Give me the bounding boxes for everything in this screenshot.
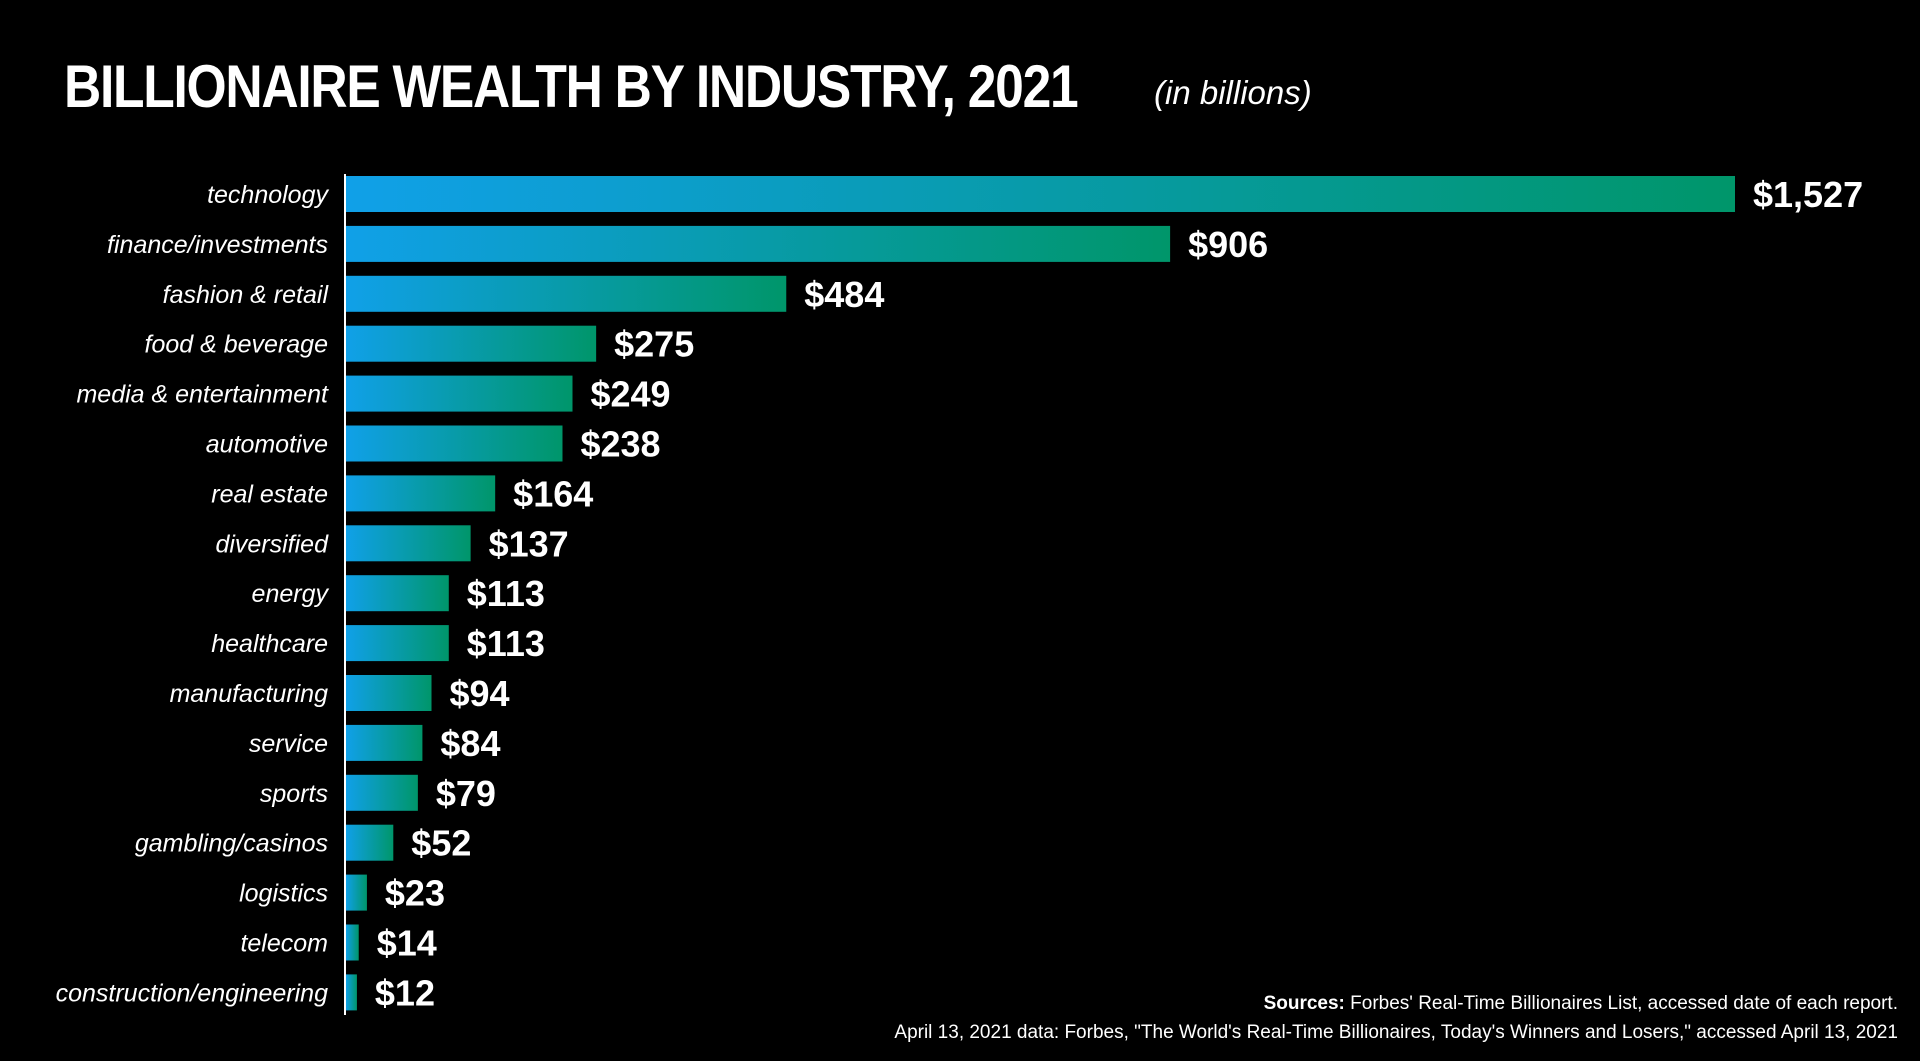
chart-title: BILLIONAIRE WEALTH BY INDUSTRY, 2021: [64, 53, 1079, 120]
category-label: telecom: [240, 930, 328, 958]
bars-group: [346, 176, 1735, 1011]
bar-gambling-casinos: [346, 824, 394, 861]
value-label: $164: [513, 473, 593, 514]
category-label: healthcare: [211, 630, 328, 658]
category-label: construction/engineering: [56, 979, 328, 1007]
value-label: $79: [436, 773, 496, 814]
value-label: $906: [1188, 224, 1268, 265]
bar-healthcare: [346, 625, 449, 662]
category-label: technology: [207, 181, 329, 209]
value-label: $84: [440, 723, 500, 764]
value-label: $484: [804, 274, 884, 315]
title-block: BILLIONAIRE WEALTH BY INDUSTRY, 2021 (in…: [64, 52, 1312, 121]
value-label: $113: [467, 573, 545, 614]
chart-subtitle: (in billions): [1154, 74, 1312, 111]
bar-telecom: [346, 924, 359, 961]
category-label: logistics: [239, 880, 328, 908]
bar-finance-investments: [346, 225, 1171, 262]
value-label: $94: [450, 673, 510, 714]
category-label: finance/investments: [107, 231, 328, 259]
value-label: $238: [580, 424, 660, 465]
value-label: $12: [375, 972, 435, 1013]
bar-real-estate: [346, 475, 496, 512]
bar-automotive: [346, 425, 563, 462]
category-label: gambling/casinos: [135, 830, 328, 858]
category-label: energy: [252, 580, 330, 608]
category-label: diversified: [215, 530, 329, 558]
value-label: $275: [614, 324, 694, 365]
bar-service: [346, 724, 423, 761]
value-label: $113: [467, 623, 545, 664]
bar-manufacturing: [346, 675, 432, 711]
category-labels: technology finance/investments fashion & r…: [56, 181, 330, 1007]
bar-sports: [346, 774, 418, 811]
category-label: service: [249, 730, 328, 758]
sources-label: Sources:: [1263, 993, 1345, 1014]
category-label: manufacturing: [170, 680, 329, 708]
category-label: food & beverage: [145, 331, 328, 359]
bar-fashion-retail: [346, 275, 787, 312]
bar-food-beverage: [346, 325, 597, 362]
value-labels: $1,527 $906 $484 $275 $249 $238 $164 $137 $113 $1…: [375, 174, 1863, 1013]
value-label: $1,527: [1753, 174, 1863, 215]
footer-sources: Sources: Forbes' Real-Time Billionaires …: [894, 989, 1898, 1047]
bar-energy: [346, 575, 449, 612]
bar-technology: [346, 176, 1735, 212]
sources-line: Sources: Forbes' Real-Time Billionaires …: [894, 989, 1898, 1018]
value-label: $137: [489, 523, 569, 564]
value-label: $23: [385, 873, 445, 914]
category-label: real estate: [211, 480, 328, 508]
value-label: $249: [590, 374, 670, 415]
value-label: $14: [377, 923, 437, 964]
bar-construction-engineering: [346, 974, 357, 1011]
bar-media-entertainment: [346, 375, 573, 412]
category-label: automotive: [206, 431, 328, 459]
value-label: $52: [411, 823, 471, 864]
category-label: fashion & retail: [163, 281, 330, 309]
sources-text: Forbes' Real-Time Billionaires List, acc…: [1344, 993, 1898, 1014]
bar-diversified: [346, 525, 471, 562]
data-note: April 13, 2021 data: Forbes, "The World'…: [894, 1022, 1898, 1043]
category-label: sports: [260, 780, 328, 808]
category-label: media & entertainment: [76, 381, 329, 409]
bar-logistics: [346, 874, 367, 911]
